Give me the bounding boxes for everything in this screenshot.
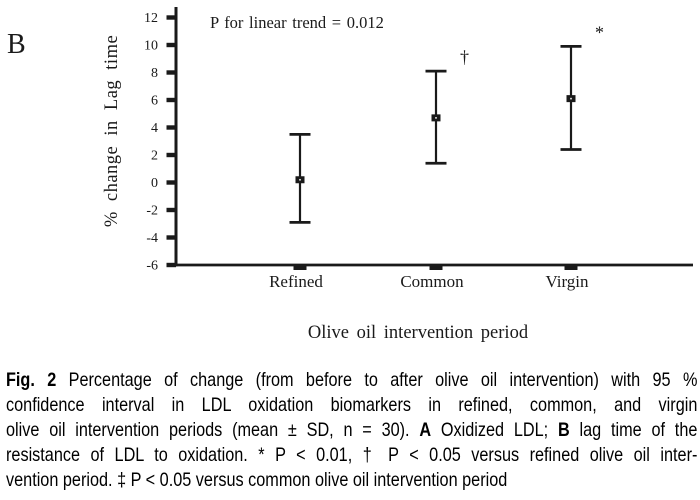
y-tick xyxy=(166,262,176,268)
y-tick-label: 6 xyxy=(151,94,158,109)
caption-segment: confidence interval in LDL oxidation bio… xyxy=(6,394,698,416)
y-tick xyxy=(166,152,176,158)
mean-marker-highlight xyxy=(435,117,437,119)
caption-segment: Percentage of change (from before to aft… xyxy=(56,369,698,391)
caption-line: confidence interval in LDL oxidation bio… xyxy=(6,393,697,418)
x-tick xyxy=(293,266,307,270)
panel-label: B xyxy=(7,29,26,60)
caption-segment: vention period. ‡ P < 0.05 versus common… xyxy=(6,469,508,491)
caption-bold-segment: A xyxy=(419,419,432,441)
y-tick xyxy=(166,15,176,20)
y-tick xyxy=(166,207,176,213)
x-tick xyxy=(429,266,443,270)
x-tick xyxy=(564,266,578,270)
y-tick xyxy=(166,235,176,240)
y-tick-label: 2 xyxy=(151,149,158,164)
x-tick-label: Refined xyxy=(269,272,323,291)
y-tick-label: -6 xyxy=(146,259,158,274)
figure-caption: Fig. 2 Percentage of change (from before… xyxy=(6,368,697,493)
y-tick xyxy=(166,97,176,103)
y-tick-label: 12 xyxy=(144,11,158,26)
caption-segment: Oxidized LDL; xyxy=(431,419,558,441)
y-tick-label: -2 xyxy=(146,204,158,219)
y-tick xyxy=(166,180,176,185)
lag-time-errorbar-chart: -6 -4 -2 0 2 4 6 8 10 12 Refined Common Virgin † * P fo… xyxy=(7,7,693,343)
y-tick-label: 10 xyxy=(144,39,158,54)
y-axis-title: % change in Lag time xyxy=(102,35,122,227)
caption-bold-segment: B xyxy=(557,419,570,441)
y-tick xyxy=(166,42,176,48)
error-bar-refined xyxy=(289,132,311,224)
y-tick-label: 4 xyxy=(151,121,158,136)
y-tick-label: 8 xyxy=(151,66,158,81)
error-bar-virgin: * xyxy=(560,22,604,151)
x-tick-label: Virgin xyxy=(545,272,589,291)
caption-line: olive oil intervention periods (mean ± S… xyxy=(6,418,697,443)
caption-bold-segment: Fig. 2 xyxy=(6,369,57,391)
y-tick xyxy=(166,70,176,75)
caption-segment: olive oil intervention periods (mean ± S… xyxy=(6,419,420,441)
y-tick-label: 0 xyxy=(151,176,158,191)
mean-marker-highlight xyxy=(299,178,301,181)
p-trend-annotation: P for linear trend = 0.012 xyxy=(210,13,384,32)
caption-line: vention period. ‡ P < 0.05 versus common… xyxy=(6,468,697,493)
caption-segment: lag time of the xyxy=(569,419,698,441)
significance-marker: * xyxy=(595,22,604,42)
caption-segment: resistance of LDL to oxidation. * P < 0.… xyxy=(6,444,698,466)
error-bar-common: † xyxy=(425,47,469,165)
caption-line: Fig. 2 Percentage of change (from before… xyxy=(6,368,697,393)
caption-line: resistance of LDL to oxidation. * P < 0.… xyxy=(6,443,697,468)
x-axis-title: Olive oil intervention period xyxy=(308,323,529,343)
y-tick-label: -4 xyxy=(146,231,158,246)
mean-marker-highlight xyxy=(570,97,572,100)
x-tick-label: Common xyxy=(400,272,464,291)
significance-marker: † xyxy=(460,47,469,67)
y-tick xyxy=(166,125,176,130)
